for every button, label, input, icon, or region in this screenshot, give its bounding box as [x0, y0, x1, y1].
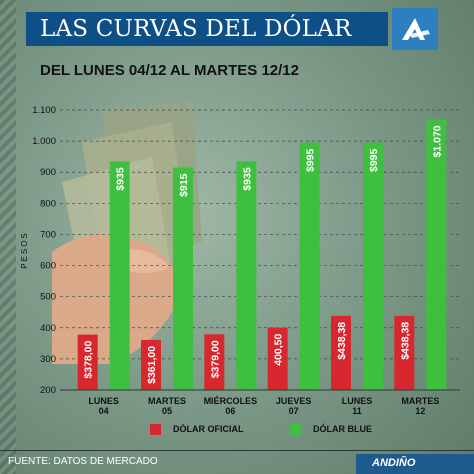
bar-oficial [331, 315, 351, 390]
bar-blue [426, 119, 447, 390]
y-tick-label: 1.100 [32, 105, 56, 116]
x-axis: LUNES04MARTES05MIÉRCOLES06JUEVES07LUNES1… [60, 389, 460, 416]
y-tick-label: 800 [40, 198, 56, 209]
x-tick-label: LUNES [88, 396, 119, 406]
bar-label-blue: $1.070 [431, 125, 443, 157]
bar-label-blue: $995 [368, 149, 380, 173]
left-stripe-decoration [0, 0, 16, 474]
bar-label-blue: $935 [241, 167, 253, 191]
bar-blue [363, 142, 383, 390]
bar-oficial [267, 327, 288, 390]
y-tick-label: 900 [40, 167, 56, 178]
bar-oficial [141, 339, 161, 390]
bar-label-blue: $995 [305, 149, 317, 173]
bar-oficial [77, 334, 98, 390]
x-tick-label: 12 [415, 406, 425, 416]
bar-label-oficial: $438,38 [336, 322, 348, 360]
chart-subtitle: DEL LUNES 04/12 AL MARTES 12/12 [40, 62, 299, 79]
bar-oficial [394, 315, 415, 390]
legend-item-blue: DÓLAR BLUE [290, 424, 372, 436]
x-tick-label: JUEVES [276, 396, 312, 406]
x-tick-label: MARTES [401, 396, 439, 406]
y-axis: 200 300 400 500 600 700 800 900 1.000 1.100 [32, 105, 56, 396]
legend-swatch-blue [290, 424, 301, 436]
y-tick-label: 500 [40, 292, 56, 303]
bar-label-oficial: $378,00 [83, 340, 95, 378]
bar-label-oficial: $379,00 [209, 340, 221, 378]
y-tick-label: 200 [40, 385, 56, 396]
y-tick-label: 400 [40, 323, 56, 334]
legend-item-oficial: DÓLAR OFICIAL [150, 424, 244, 436]
brand-bar [356, 454, 474, 474]
x-tick-label: 06 [225, 406, 235, 416]
y-axis-label: PESOS [20, 231, 29, 269]
bars-group: $378,00 $935 $361,00 $915 $379,00 $935 400,50 $… [77, 119, 447, 390]
title-bar [26, 12, 388, 46]
bar-oficial [204, 334, 225, 390]
bar-label-oficial: $361,00 [146, 346, 158, 384]
page-title: LAS CURVAS DEL DÓLAR [40, 16, 352, 42]
bar-blue [173, 167, 193, 390]
bar-label-oficial: $438,38 [399, 322, 411, 360]
x-tick-label: 05 [162, 406, 172, 416]
x-tick-label: 04 [99, 406, 109, 416]
legend-swatch-oficial [150, 424, 161, 436]
x-tick-label: MARTES [148, 396, 186, 406]
x-tick-label: LUNES [342, 396, 373, 406]
x-tick-label: 07 [289, 406, 299, 416]
andino-a-logo-icon [392, 8, 438, 50]
x-tick-label: 11 [352, 406, 362, 416]
y-tick-label: 300 [40, 354, 56, 365]
y-tick-label: 600 [40, 261, 56, 272]
bar-blue [236, 161, 257, 390]
bar-blue [299, 142, 320, 390]
y-tick-label: 1.000 [32, 136, 56, 147]
bar-label-blue: $935 [115, 167, 127, 191]
legend-label-blue: DÓLAR BLUE [313, 424, 372, 434]
bar-label-blue: $915 [178, 173, 190, 197]
legend-label-oficial: DÓLAR OFICIAL [173, 424, 244, 434]
y-tick-label: 700 [40, 229, 56, 240]
bar-label-oficial: 400,50 [273, 333, 285, 365]
bar-blue [109, 161, 130, 390]
x-tick-label: MIÉRCOLES [204, 396, 258, 406]
footer-divider [0, 450, 474, 451]
source-note: FUENTE: DATOS DE MERCADO [8, 456, 158, 467]
brand-logo-text: ANDIÑO [372, 457, 416, 469]
